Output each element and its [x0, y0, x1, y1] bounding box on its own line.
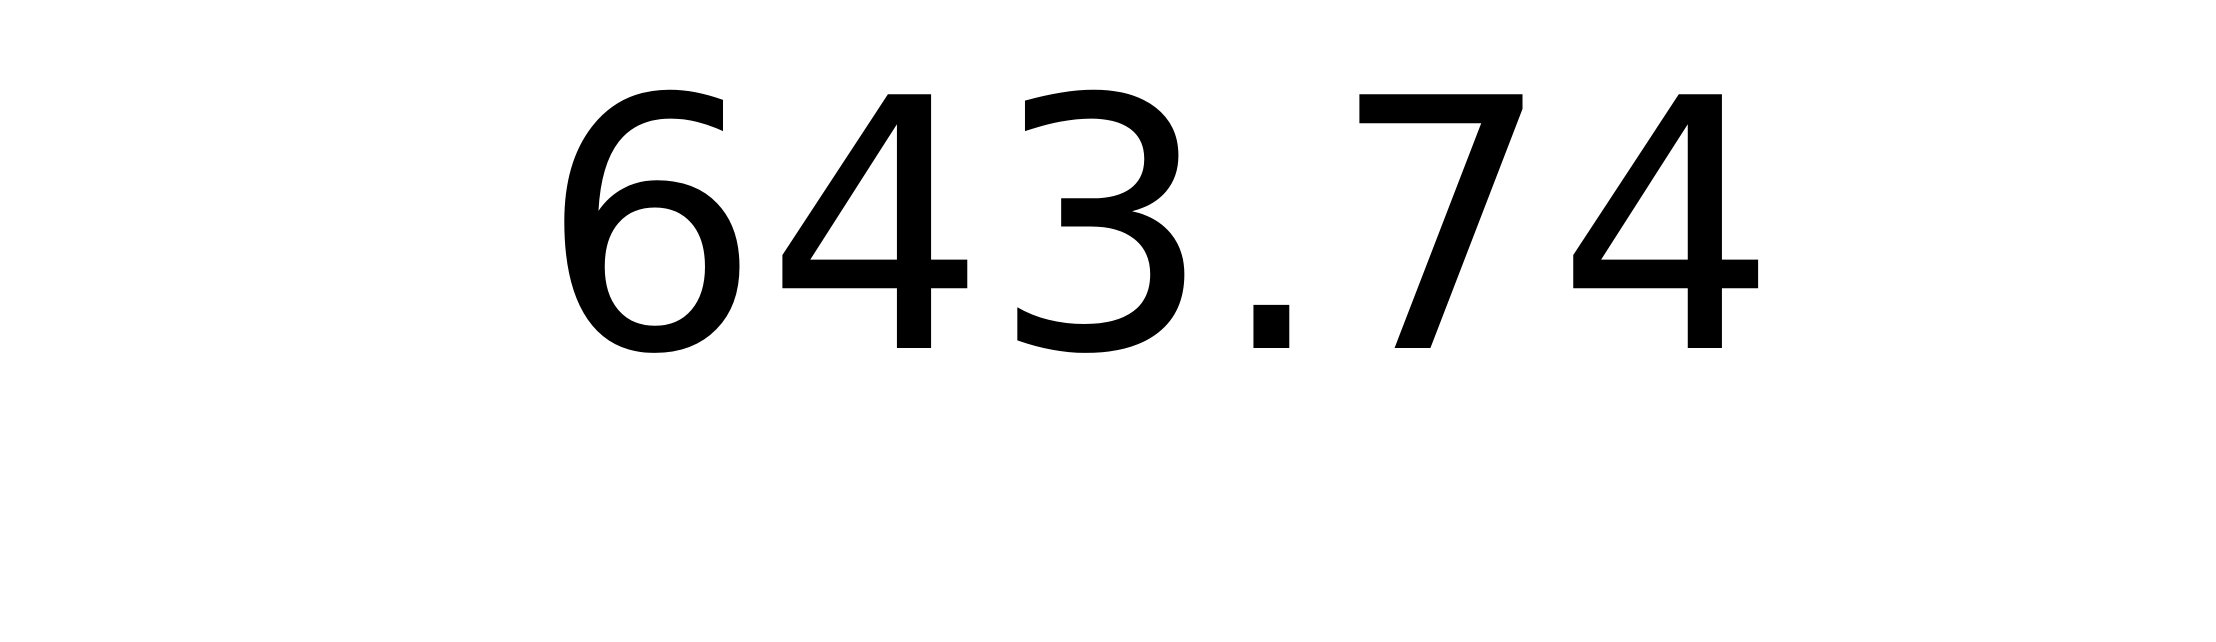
number-container: 643.74 [540, 55, 1778, 403]
number-display: 643.74 [540, 26, 1782, 431]
